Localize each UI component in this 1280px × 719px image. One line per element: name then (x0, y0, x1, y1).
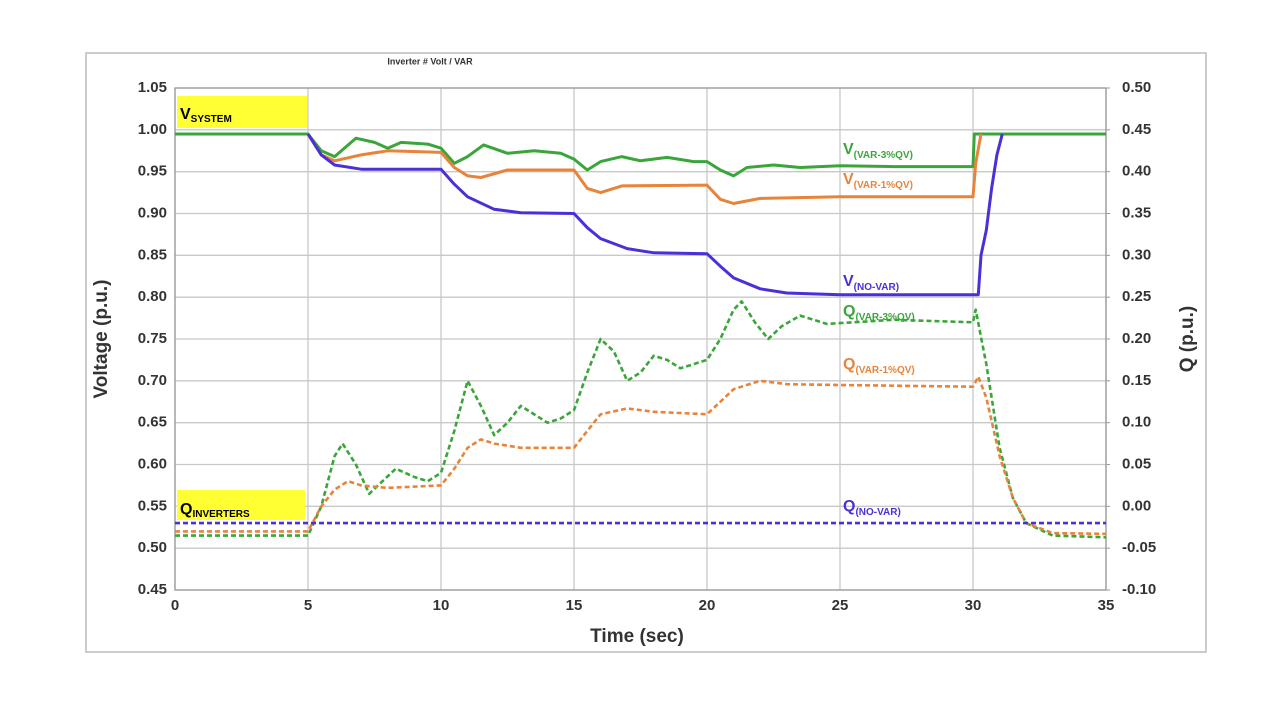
y2-tick-label: 0.35 (1122, 204, 1151, 221)
y2-tick-label: 0.15 (1122, 372, 1151, 389)
series-subscript: (NO-VAR) (855, 507, 900, 518)
y2-tick-label: 0.50 (1122, 79, 1151, 96)
series-line (175, 300, 1107, 539)
x-axis-title: Time (sec) (590, 626, 684, 647)
y2-tick-label: 0.25 (1122, 288, 1151, 305)
annotation: VSYSTEM (180, 106, 232, 124)
y-tick-label: 0.75 (138, 330, 167, 347)
y2-tick-label: 0.30 (1122, 246, 1151, 263)
y2-tick-label: -0.10 (1122, 581, 1156, 598)
series-name: Q (843, 303, 855, 320)
y2-tick-label: 0.05 (1122, 455, 1151, 472)
y-tick-label: 0.90 (138, 204, 167, 221)
y-tick-label: 0.65 (138, 414, 167, 431)
y2-tick-label: 0.20 (1122, 330, 1151, 347)
y2-tick-label: -0.05 (1122, 539, 1156, 556)
annotation-box (177, 490, 305, 520)
annotation-box (177, 96, 307, 128)
annotation: QINVERTERS (180, 501, 250, 519)
chart-frame (85, 52, 1207, 653)
series-label: Q(VAR-1%QV) (843, 356, 915, 375)
x-tick-label: 35 (1098, 597, 1115, 614)
y-tick-label: 0.80 (138, 288, 167, 305)
series-name: Q (843, 498, 855, 515)
y2-tick-label: 0.00 (1122, 497, 1151, 514)
y2-tick-label: 0.45 (1122, 121, 1151, 138)
x-tick-label: 10 (433, 597, 450, 614)
annotation-subscript: INVERTERS (192, 509, 250, 520)
series-name: V (843, 273, 854, 290)
y-tick-label: 0.50 (138, 539, 167, 556)
y-tick-label: 0.45 (138, 581, 167, 598)
x-tick-label: 15 (566, 597, 583, 614)
plot-border (174, 87, 1107, 591)
annotation-text: Q (180, 501, 192, 518)
series-subscript: (VAR-3%QV) (855, 312, 914, 323)
series-subscript: (VAR-1%QV) (854, 180, 913, 191)
x-tick-label: 30 (965, 597, 982, 614)
y-tick-label: 1.00 (138, 121, 167, 138)
series-label: V(NO-VAR) (843, 273, 899, 292)
y2-tick-label: 0.10 (1122, 414, 1151, 431)
series-label: V(VAR-3%QV) (843, 141, 913, 160)
x-tick-label: 25 (832, 597, 849, 614)
y-axis-title: Voltage (p.u.) (91, 280, 112, 399)
series-label: Q(VAR-3%QV) (843, 303, 915, 322)
series-line (306, 133, 983, 205)
x-tick-label: 20 (699, 597, 716, 614)
annotation-text: V (180, 106, 191, 123)
y-tick-label: 0.85 (138, 246, 167, 263)
annotation-subscript: SYSTEM (191, 114, 232, 125)
series-subscript: (NO-VAR) (854, 282, 899, 293)
y-tick-label: 0.70 (138, 372, 167, 389)
x-tick-label: 5 (304, 597, 312, 614)
y2-axis-title: Q (p.u.) (1177, 306, 1198, 372)
series-name: V (843, 141, 854, 158)
y-tick-label: 0.60 (138, 455, 167, 472)
series-name: Q (843, 356, 855, 373)
series-line (306, 133, 1004, 297)
y-tick-label: 0.95 (138, 163, 167, 180)
series-name: V (843, 171, 854, 188)
series-label: V(VAR-1%QV) (843, 171, 913, 190)
y-tick-label: 1.05 (138, 79, 167, 96)
y-tick-label: 0.55 (138, 497, 167, 514)
series-line (175, 132, 1106, 178)
x-tick-label: 0 (171, 597, 179, 614)
series-subscript: (VAR-1%QV) (855, 365, 914, 376)
chart-title: Inverter # Volt / VAR (387, 56, 473, 66)
series-subscript: (VAR-3%QV) (854, 150, 913, 161)
y2-tick-label: 0.40 (1122, 163, 1151, 180)
series-label: Q(NO-VAR) (843, 498, 901, 517)
series-line (175, 375, 1107, 536)
